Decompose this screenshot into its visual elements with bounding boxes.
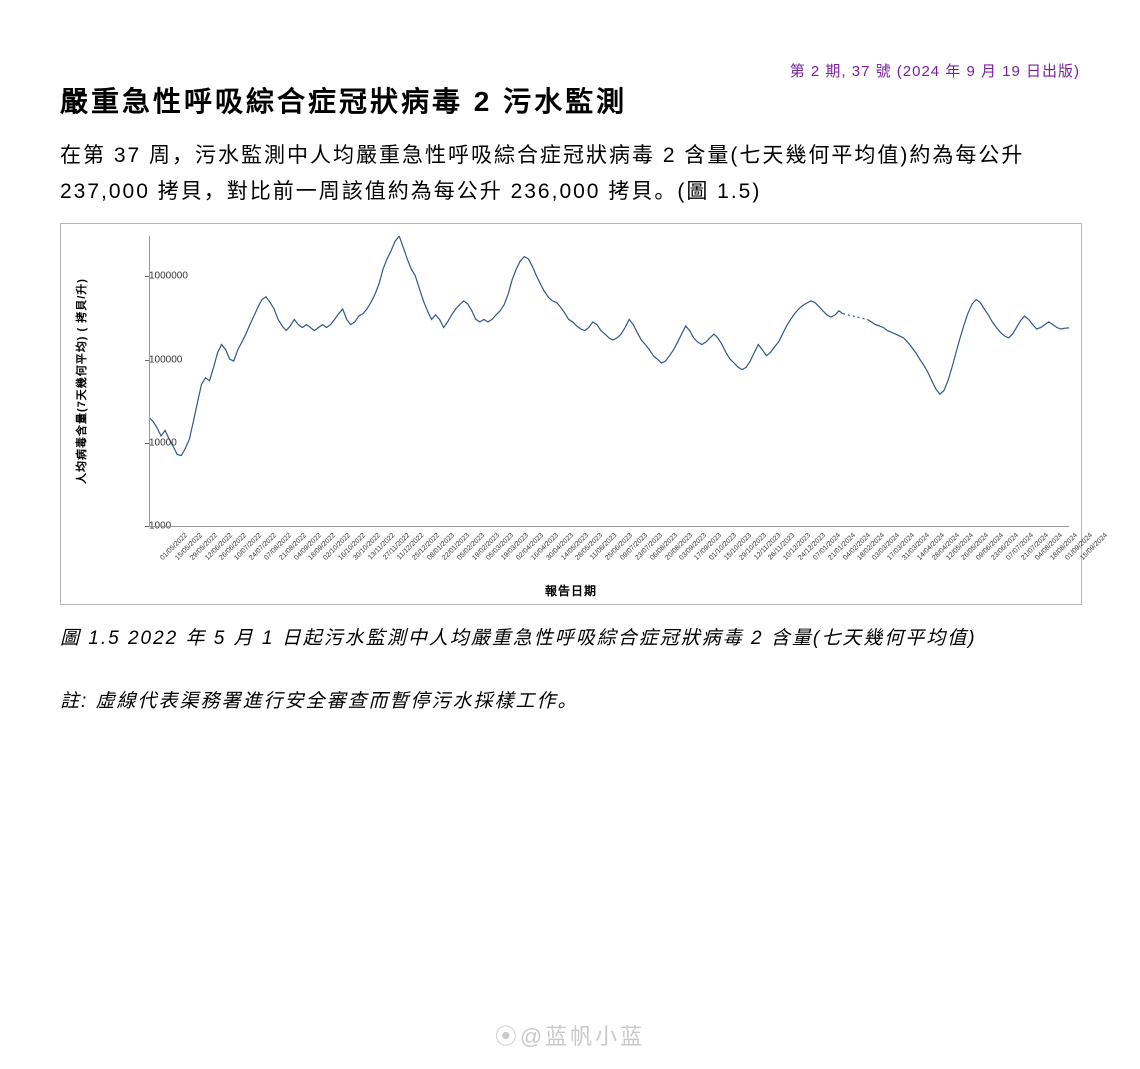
figure-note: 註: 虛線代表渠務署進行安全審查而暫停污水採樣工作。 [60,686,1080,713]
y-axis-label: 人均病毒含量(7天幾何平均) ( 拷貝/升) [73,278,89,484]
figure-caption: 圖 1.5 2022 年 5 月 1 日起污水監測中人均嚴重急性呼吸綜合症冠狀病… [60,623,1080,650]
y-axis-line [149,236,150,526]
issue-line: 第 2 期, 37 號 (2024 年 9 月 19 日出版) [790,60,1080,81]
x-axis-line [149,526,1069,527]
document-page: 第 2 期, 37 號 (2024 年 9 月 19 日出版) 嚴重急性呼吸綜合… [0,0,1140,1069]
watermark: ⦿@蓝帆小蓝 [495,1019,645,1051]
page-title: 嚴重急性呼吸綜合症冠狀病毒 2 污水監測 [60,80,1080,120]
series-line [149,236,1069,456]
series-line-dashed [843,314,867,320]
chart-plot-area [149,236,1069,526]
line-chart: 1000100001000001000000人均病毒含量(7天幾何平均) ( 拷… [60,223,1082,605]
intro-paragraph: 在第 37 周，污水監測中人均嚴重急性呼吸綜合症冠狀病毒 2 含量(七天幾何平均… [60,138,1080,209]
x-axis-label: 報告日期 [545,582,597,599]
